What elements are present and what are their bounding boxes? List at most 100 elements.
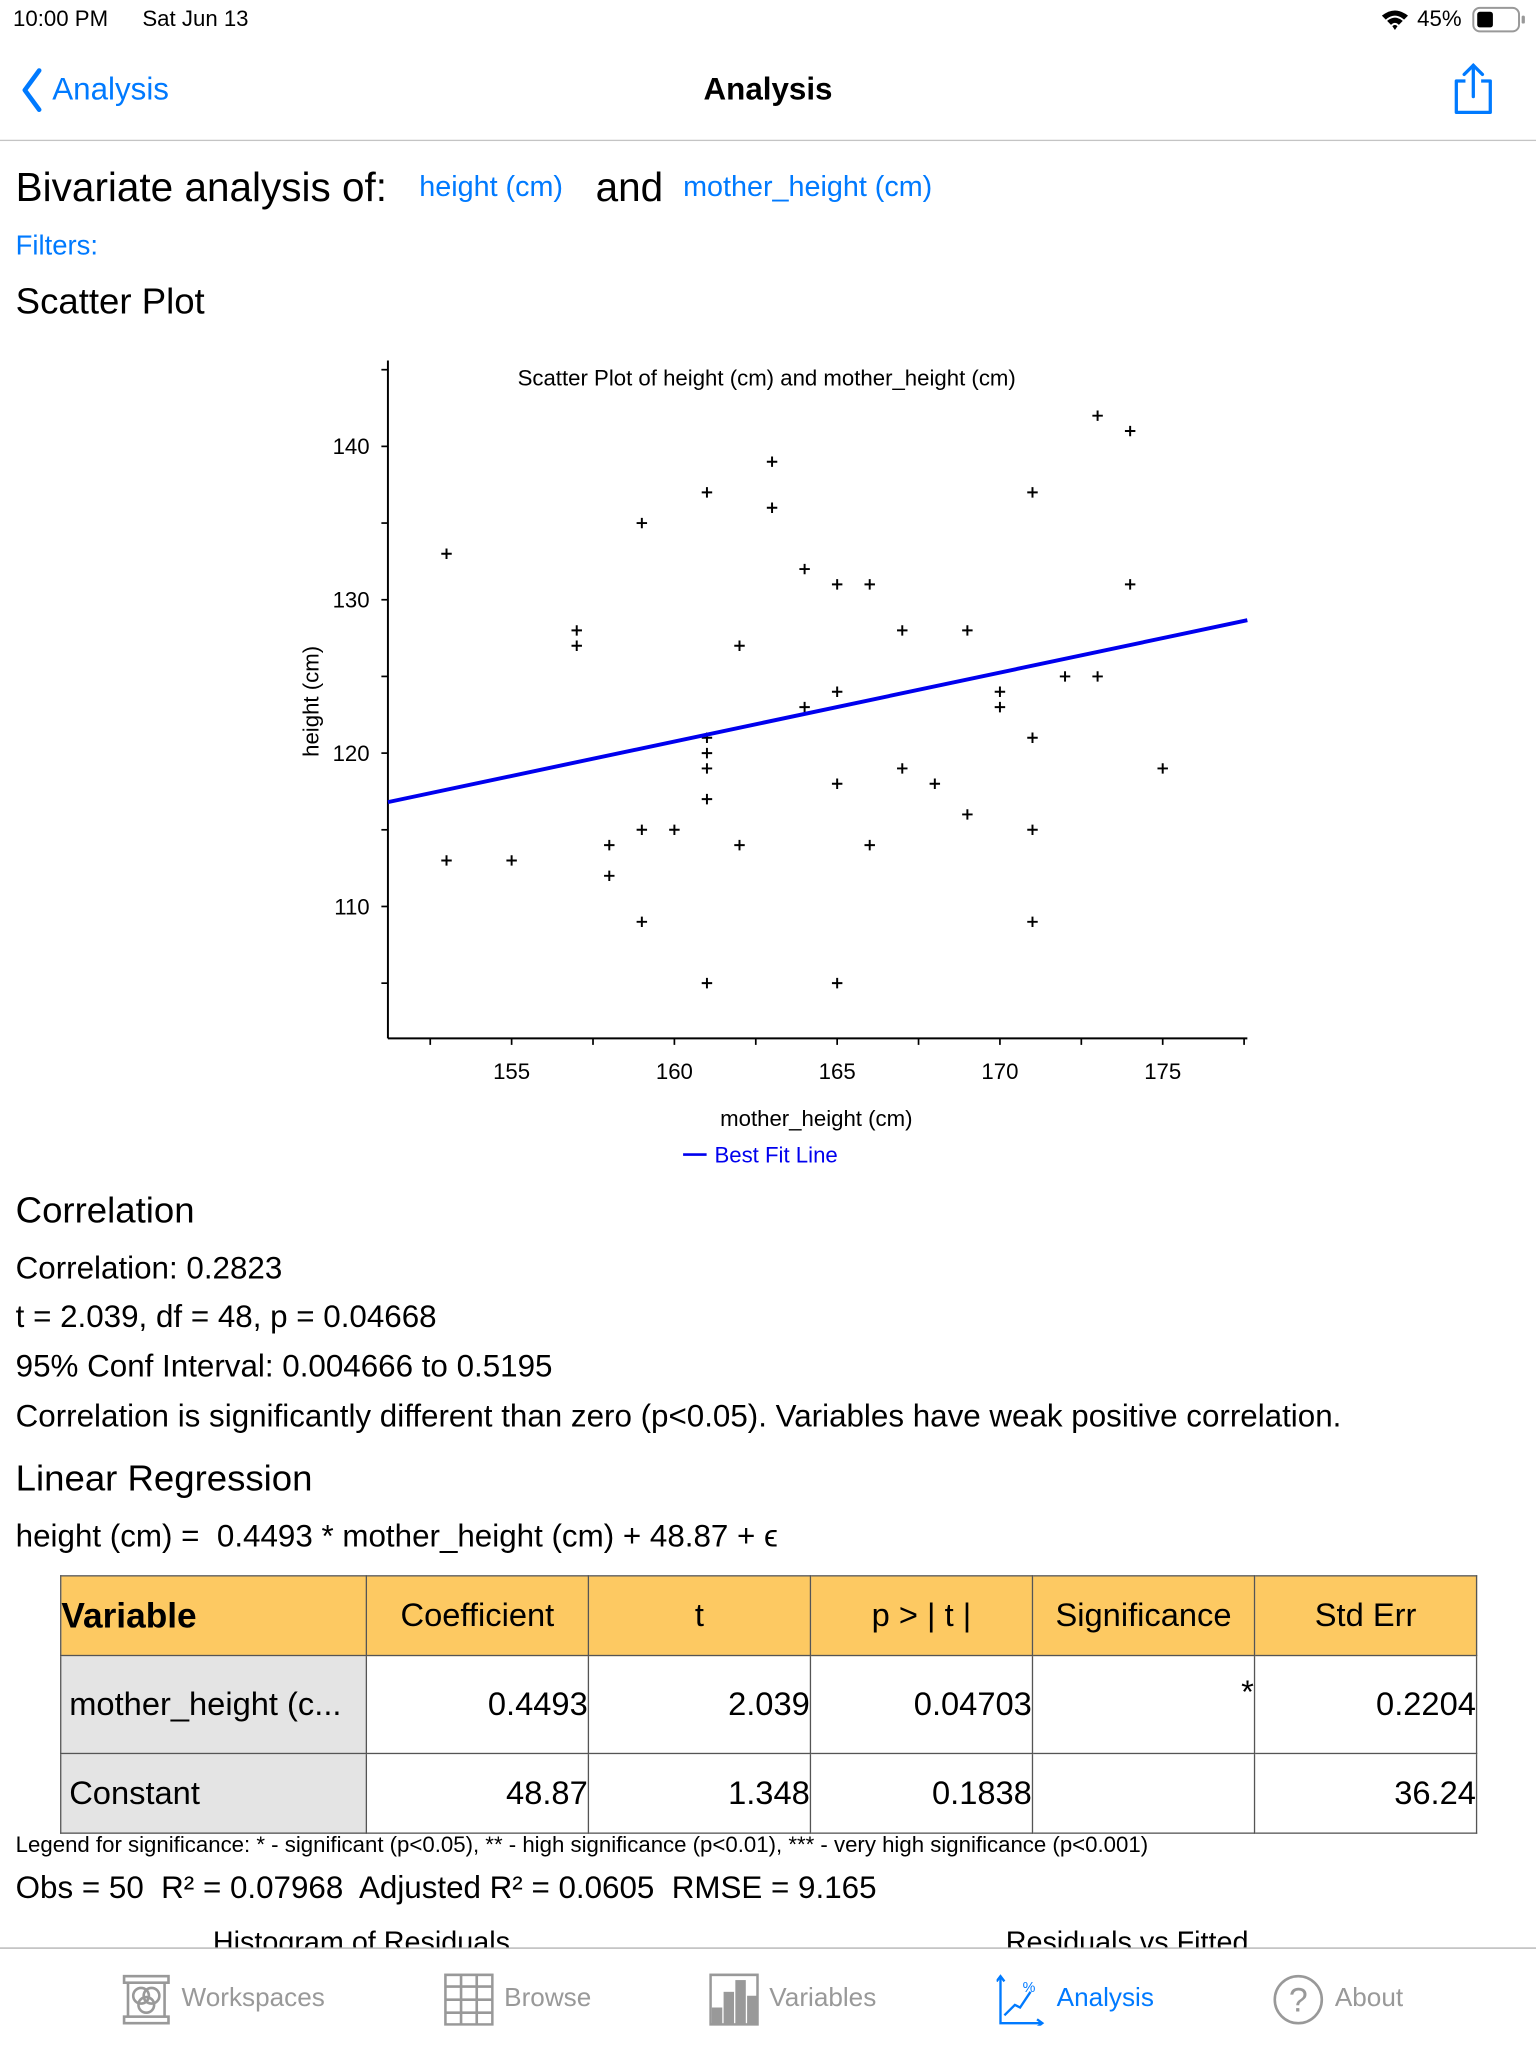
data-point (1027, 732, 1038, 743)
data-point (701, 747, 713, 759)
cell-coefficient: 48.87 (365, 1752, 590, 1834)
chart-title: Scatter Plot of height (cm) and mother_h… (518, 365, 1016, 390)
regression-heading: Linear Regression (15, 1457, 313, 1499)
cell-p: 0.1838 (809, 1752, 1034, 1834)
y-axis-label: height (cm) (299, 646, 324, 757)
share-icon[interactable] (1452, 62, 1494, 115)
column-header: t (587, 1575, 812, 1657)
data-point (1124, 425, 1136, 437)
x-tick-label: 175 (1144, 1059, 1181, 1084)
data-point (734, 839, 745, 851)
cell-significance: * (1031, 1654, 1256, 1755)
column-header: Variable (60, 1575, 368, 1657)
bar-chart-icon (709, 1972, 759, 2026)
analysis-icon: % (996, 1973, 1045, 2026)
x-axis-label: mother_height (cm) (720, 1106, 912, 1131)
variable-1-link[interactable]: height (cm) (419, 169, 563, 203)
column-header: Std Err (1253, 1575, 1478, 1657)
data-point (701, 977, 713, 989)
data-point (701, 793, 713, 805)
battery-icon (1472, 6, 1525, 33)
tab-browse[interactable]: Browse (444, 1949, 591, 2049)
variable-2-link[interactable]: mother_height (cm) (683, 169, 933, 203)
tab-analysis[interactable]: % Analysis (996, 1949, 1154, 2049)
tab-label: Analysis (1056, 1983, 1154, 2013)
cell-coefficient: 0.4493 (365, 1654, 590, 1755)
svg-text:?: ? (1289, 1981, 1308, 2019)
cell-t: 1.348 (587, 1752, 812, 1834)
and-label: and (595, 164, 664, 211)
data-point (571, 640, 582, 651)
cell-std-err: 36.24 (1253, 1752, 1478, 1834)
battery-percent: 45% (1417, 6, 1462, 32)
data-point (1027, 487, 1038, 498)
bivariate-label: Bivariate analysis of: (15, 164, 388, 211)
data-point (766, 502, 778, 513)
data-point (1027, 824, 1038, 836)
data-point (864, 839, 875, 851)
x-tick-label: 170 (981, 1059, 1018, 1084)
back-button[interactable]: Analysis (18, 65, 169, 115)
y-tick-label: 120 (333, 741, 370, 766)
data-point (799, 701, 810, 713)
tab-label: About (1334, 1983, 1404, 2013)
data-point (441, 855, 452, 866)
cell-variable: mother_height (c... (60, 1654, 368, 1755)
grid-icon (444, 1972, 494, 2026)
data-point (831, 977, 843, 989)
data-point (669, 824, 680, 836)
data-point (1092, 671, 1103, 682)
data-point (831, 778, 843, 790)
tab-about[interactable]: ? About (1272, 1949, 1403, 2049)
table-row: mother_height (c... 0.4493 2.039 0.04703… (60, 1654, 1478, 1755)
tab-label: Workspaces (181, 1983, 325, 2013)
data-point (636, 824, 648, 836)
question-icon: ? (1273, 1974, 1324, 2024)
data-point (701, 763, 713, 774)
data-point (604, 870, 615, 882)
svg-text:%: % (1023, 1979, 1036, 1995)
data-point (929, 778, 941, 790)
x-tick-label: 155 (493, 1059, 530, 1084)
filters-link[interactable]: Filters: (15, 231, 98, 262)
tab-workspaces[interactable]: Workspaces (121, 1949, 325, 2049)
tab-label: Variables (769, 1983, 877, 2013)
workspaces-icon (122, 1974, 170, 2024)
x-tick-label: 165 (819, 1059, 856, 1084)
table-header-row: Variable Coefficient t p > | t | Signifi… (60, 1575, 1478, 1657)
correlation-interpretation: Correlation is significantly different t… (15, 1398, 1342, 1435)
cell-variable: Constant (60, 1752, 368, 1834)
correlation-heading: Correlation (15, 1189, 195, 1231)
data-point (994, 701, 1006, 713)
scatter-plot: Scatter Plot of height (cm) and mother_h… (299, 360, 1248, 1167)
status-date: Sat Jun 13 (142, 6, 249, 32)
x-tick-label: 160 (656, 1059, 693, 1084)
cell-t: 2.039 (587, 1654, 812, 1755)
data-point (1124, 579, 1136, 590)
data-point (766, 456, 778, 467)
data-point (897, 625, 908, 636)
correlation-test: t = 2.039, df = 48, p = 0.04668 (15, 1299, 437, 1335)
nav-divider (0, 139, 1536, 142)
back-label: Analysis (52, 71, 169, 108)
data-point (1059, 671, 1071, 682)
table-row: Constant 48.87 1.348 0.1838 36.24 (60, 1752, 1478, 1834)
cell-p: 0.04703 (809, 1654, 1034, 1755)
tab-label: Browse (504, 1983, 592, 2013)
data-point (506, 855, 517, 866)
status-time: 10:00 PM (13, 6, 109, 32)
data-point (441, 548, 452, 559)
data-point (636, 517, 648, 529)
significance-legend: Legend for significance: * - significant… (15, 1832, 1149, 1858)
page-title: Analysis (703, 71, 833, 108)
tab-variables[interactable]: Variables (709, 1949, 876, 2049)
scatter-plot-heading: Scatter Plot (15, 280, 205, 322)
best-fit-line (387, 618, 1248, 805)
data-point (831, 579, 843, 590)
tab-bar: Workspaces Browse Variables % Analysis ?… (0, 1947, 1536, 2049)
column-header: Coefficient (365, 1575, 590, 1657)
y-tick-label: 130 (333, 588, 370, 613)
data-point (734, 640, 745, 651)
y-tick-label: 140 (333, 434, 370, 459)
correlation-ci: 95% Conf Interval: 0.004666 to 0.5195 (15, 1349, 553, 1385)
